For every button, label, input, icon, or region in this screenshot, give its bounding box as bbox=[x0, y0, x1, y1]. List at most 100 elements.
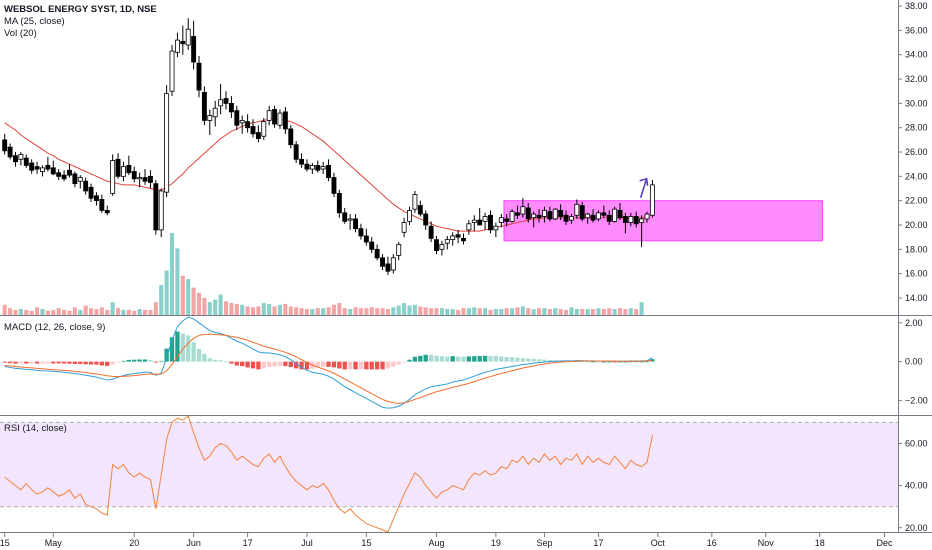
candle-down bbox=[255, 132, 261, 140]
macd-histogram-bar bbox=[267, 361, 272, 367]
macd-histogram-bar bbox=[78, 361, 83, 364]
macd-histogram-bar bbox=[299, 361, 304, 370]
rsi-legend: RSI (14, close) bbox=[4, 423, 67, 435]
macd-legend: MACD (12, 26, close, 9) bbox=[4, 322, 105, 334]
macd-histogram-bar bbox=[272, 361, 277, 367]
macd-histogram-bar bbox=[218, 360, 223, 362]
macd-histogram-bar bbox=[445, 356, 450, 362]
candle-up bbox=[158, 190, 164, 231]
volume-bar bbox=[434, 308, 439, 315]
time-tick-label: 17 bbox=[243, 538, 253, 548]
volume-bar bbox=[590, 309, 596, 315]
macd-histogram-bar bbox=[461, 356, 466, 362]
candle-down bbox=[234, 110, 240, 126]
volume-bar bbox=[13, 309, 18, 315]
candle-up bbox=[444, 239, 450, 244]
macd-histogram-bar bbox=[472, 356, 477, 362]
time-tick-label: 20 bbox=[129, 538, 139, 548]
volume-bar bbox=[488, 309, 493, 315]
macd-histogram-bar bbox=[477, 355, 482, 362]
time-tick-label: 15 bbox=[0, 538, 10, 548]
macd-histogram-bar bbox=[369, 361, 374, 370]
macd-histogram-bar bbox=[358, 361, 364, 370]
macd-histogram-bar bbox=[504, 356, 509, 362]
macd-histogram-bar bbox=[590, 361, 596, 363]
candle-down bbox=[153, 183, 159, 231]
candle-up bbox=[169, 50, 175, 92]
volume-bar bbox=[412, 304, 417, 315]
volume-bar bbox=[223, 301, 229, 315]
volume-bar bbox=[526, 308, 531, 315]
macd-histogram-bar bbox=[526, 358, 531, 362]
macd-histogram-bar bbox=[83, 361, 88, 365]
macd-histogram-bar bbox=[261, 361, 266, 369]
time-tick-label: Oct bbox=[651, 538, 666, 548]
candle-up bbox=[207, 115, 213, 121]
volume-bar bbox=[634, 309, 639, 315]
volume-bar bbox=[272, 306, 277, 315]
candle-down bbox=[13, 155, 18, 163]
candle-up bbox=[644, 213, 650, 220]
volume-bar bbox=[67, 310, 72, 315]
volume-bar bbox=[180, 275, 185, 315]
volume-bar bbox=[580, 309, 585, 315]
macd-histogram-bar bbox=[40, 361, 45, 364]
candle-down bbox=[142, 177, 148, 182]
price-title: WEBSOL ENERGY SYST, 1D, NSE bbox=[4, 4, 157, 15]
macd-histogram-bar bbox=[132, 359, 137, 362]
volume-bar bbox=[288, 306, 293, 315]
candle-down bbox=[293, 144, 299, 160]
macd-histogram-bar bbox=[13, 361, 18, 364]
macd-histogram-bar bbox=[24, 361, 29, 364]
volume-bar bbox=[148, 309, 153, 315]
macd-histogram-bar bbox=[639, 361, 644, 363]
candle-down bbox=[131, 171, 137, 180]
volume-bar bbox=[553, 308, 558, 315]
macd-histogram-bar bbox=[245, 361, 250, 368]
candle-down bbox=[331, 177, 337, 194]
candle-up bbox=[390, 257, 396, 271]
volume-bar bbox=[207, 302, 212, 315]
candle-down bbox=[455, 234, 461, 238]
volume-bar bbox=[137, 309, 142, 315]
volume-bar bbox=[186, 279, 191, 315]
macd-line bbox=[4, 316, 653, 409]
candle-up bbox=[320, 166, 326, 170]
candle-down bbox=[99, 199, 105, 211]
macd-histogram-bar bbox=[56, 361, 61, 364]
candle-down bbox=[7, 146, 13, 158]
price-tick-label: 32.00 bbox=[905, 74, 928, 84]
volume-bar bbox=[477, 308, 482, 315]
macd-histogram-bar bbox=[326, 361, 331, 367]
time-tick-label: Nov bbox=[758, 538, 775, 548]
macd-histogram-bar bbox=[18, 361, 24, 364]
candle-up bbox=[542, 210, 547, 217]
macd-histogram-bar bbox=[423, 354, 428, 362]
price-tick-label: 22.00 bbox=[905, 196, 928, 206]
volume-bar bbox=[40, 309, 45, 315]
volume-bar bbox=[8, 308, 13, 315]
volume-bar bbox=[569, 307, 574, 315]
candle-up bbox=[412, 194, 418, 210]
macd-histogram-bar bbox=[607, 361, 612, 363]
volume-bar bbox=[510, 308, 515, 315]
macd-histogram-bar bbox=[250, 361, 256, 369]
macd-tick-label: 0.00 bbox=[905, 357, 923, 367]
macd-histogram-bar bbox=[374, 361, 380, 370]
volume-bar bbox=[385, 309, 390, 315]
volume-bar bbox=[283, 303, 288, 315]
macd-tick-label: −2.00 bbox=[905, 395, 928, 405]
candle-down bbox=[461, 237, 466, 242]
candle-up bbox=[407, 210, 412, 222]
macd-histogram-bar bbox=[412, 356, 418, 362]
volume-bar bbox=[601, 309, 606, 315]
candle-up bbox=[466, 223, 472, 231]
candle-down bbox=[250, 126, 256, 135]
candle-down bbox=[45, 165, 51, 170]
candle-down bbox=[423, 213, 429, 226]
volume-bar bbox=[321, 308, 326, 315]
candle-up bbox=[266, 110, 272, 121]
price-tick-label: 14.00 bbox=[905, 293, 928, 303]
volume-bar bbox=[234, 303, 239, 315]
volume-bar bbox=[277, 304, 283, 315]
